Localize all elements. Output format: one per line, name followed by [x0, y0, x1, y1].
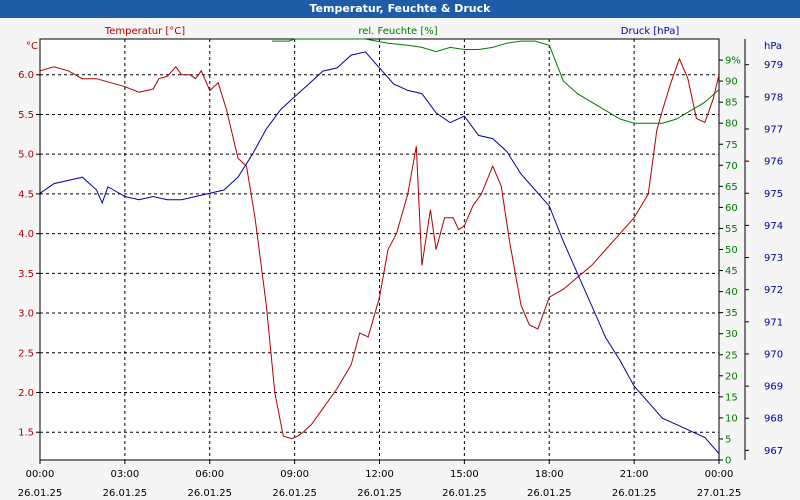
humidity-tick-label: 70	[725, 161, 738, 172]
legend: Temperatur [°C] rel. Feuchte [%] Druck [hP…	[104, 26, 680, 37]
humidity-axis: 0 5 10 15 20 25 30 35 40 45 50 55 60 65 70 75 80 85 90 9%	[719, 39, 746, 467]
pressure-tick-label: 969	[764, 382, 783, 393]
time-tick-label: 00:00	[26, 469, 55, 480]
pressure-tick-label: 977	[764, 124, 783, 135]
pressure-tick-label: 979	[764, 60, 783, 71]
humidity-tick-label: 20	[725, 371, 738, 382]
temperature-tick-label: 1.5	[18, 428, 34, 439]
humidity-tick-label: 35	[725, 308, 738, 319]
time-tick-label: 21:00	[620, 469, 649, 480]
pressure-tick-label: 968	[764, 414, 783, 425]
humidity-tick-label: 50	[725, 245, 738, 256]
time-tick-label: 15:00	[450, 469, 479, 480]
temperature-tick-label: 4.5	[18, 189, 34, 200]
time-tick-label: 03:00	[110, 469, 139, 480]
grid	[40, 39, 719, 460]
temperature-tick-label: 3.0	[18, 309, 34, 320]
humidity-tick-label: 9%	[725, 56, 741, 67]
date-tick-label: 26.01.25	[272, 488, 317, 499]
temperature-tick-label: 2.0	[18, 388, 34, 399]
date-tick-label: 26.01.25	[527, 488, 572, 499]
pressure-tick-label: 972	[764, 285, 783, 296]
temperature-tick-label: 6.0	[18, 70, 34, 81]
time-axis: 00:00 26.01.25 03:00 26.01.25 06:00 26.01.25 0…	[18, 460, 742, 499]
series-line-temperature	[39, 57, 720, 440]
humidity-tick-label: 85	[725, 98, 738, 109]
legend-entry-temperature: Temperatur [°C]	[104, 26, 185, 37]
humidity-tick-label: 45	[725, 266, 738, 277]
pressure-tick-label: 974	[764, 221, 783, 232]
humidity-tick-label: 0	[725, 456, 731, 467]
temperature-axis: 1.5 2.0 2.5 3.0 3.5 4.0 4.5 5.0 5.5 6.0 °C	[18, 41, 40, 439]
time-tick-label: 18:00	[535, 469, 564, 480]
pressure-tick-label: 975	[764, 189, 783, 200]
chart: 1.5 2.0 2.5 3.0 3.5 4.0 4.5 5.0 5.5 6.0 °C 0 5 10 15 2…	[0, 18, 800, 500]
time-tick-label: 00:00	[705, 469, 734, 480]
window-title: Temperatur, Feuchte & Druck	[0, 0, 800, 18]
humidity-tick-label: 5	[725, 434, 731, 445]
humidity-tick-label: 15	[725, 392, 738, 403]
pressure-tick-label: 978	[764, 92, 783, 103]
pressure-tick-label: 976	[764, 157, 783, 168]
humidity-tick-label: 80	[725, 119, 738, 130]
legend-entry-pressure: Druck [hPa]	[621, 26, 680, 37]
temperature-unit-label: °C	[26, 41, 38, 52]
series-line-pressure	[39, 51, 720, 454]
pressure-unit-label: hPa	[764, 41, 782, 52]
humidity-tick-label: 75	[725, 140, 738, 151]
pressure-axis: 967 968 969 970 971 972 973 974 975 976 977 978 979 h…	[745, 41, 783, 457]
humidity-tick-label: 10	[725, 413, 738, 424]
humidity-tick-label: 30	[725, 329, 738, 340]
humidity-tick-label: 55	[725, 224, 738, 235]
humidity-tick-label: 60	[725, 203, 738, 214]
date-tick-label: 26.01.25	[103, 488, 148, 499]
time-tick-label: 06:00	[195, 469, 224, 480]
pressure-tick-label: 973	[764, 253, 783, 264]
humidity-tick-label: 40	[725, 287, 738, 298]
temperature-tick-label: 4.0	[18, 229, 34, 240]
date-tick-label: 26.01.25	[612, 488, 657, 499]
date-tick-label: 26.01.25	[187, 488, 232, 499]
temperature-tick-label: 3.5	[18, 269, 34, 280]
time-tick-label: 12:00	[365, 469, 394, 480]
series-lines	[39, 38, 720, 454]
pressure-tick-label: 967	[764, 446, 783, 457]
time-tick-label: 09:00	[280, 469, 309, 480]
pressure-tick-label: 970	[764, 349, 783, 360]
humidity-tick-label: 25	[725, 350, 738, 361]
pressure-tick-label: 971	[764, 317, 783, 328]
humidity-tick-label: 65	[725, 182, 738, 193]
date-tick-label: 27.01.25	[697, 488, 742, 499]
legend-entry-humidity: rel. Feuchte [%]	[358, 26, 437, 37]
date-tick-label: 26.01.25	[442, 488, 487, 499]
date-tick-label: 26.01.25	[18, 488, 63, 499]
date-tick-label: 26.01.25	[357, 488, 402, 499]
humidity-tick-label: 90	[725, 77, 738, 88]
temperature-tick-label: 2.5	[18, 348, 34, 359]
series-line-humidity	[272, 38, 720, 124]
temperature-tick-label: 5.0	[18, 150, 34, 161]
temperature-tick-label: 5.5	[18, 110, 34, 121]
